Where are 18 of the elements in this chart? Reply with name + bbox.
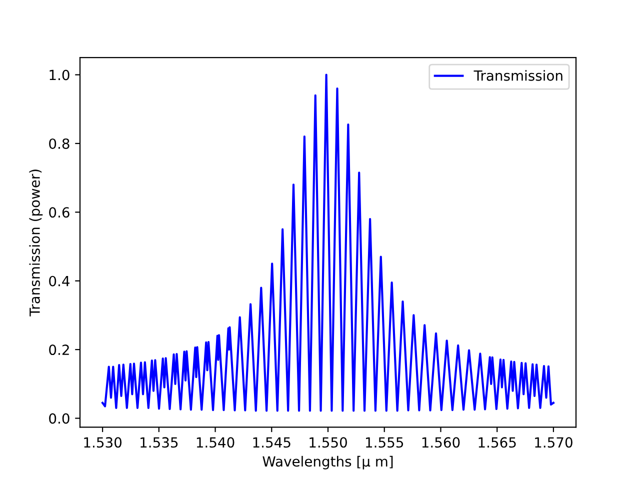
y-tick-label: 0.4 — [49, 276, 70, 286]
y-axis-title: Transmission (power) — [29, 170, 43, 316]
y-tick-label: 0.0 — [49, 413, 70, 424]
x-tick-label: 1.535 — [140, 437, 178, 448]
x-tick-label: 1.540 — [196, 437, 234, 448]
y-tick-label: 1.0 — [50, 70, 70, 80]
x-tick-label: 1.530 — [84, 437, 122, 448]
y-tick-label: 0.8 — [49, 138, 70, 149]
y-tick-label: 0.6 — [49, 207, 70, 218]
legend-label: Transmission — [474, 70, 562, 81]
y-tick-label: 0.2 — [49, 344, 69, 356]
x-tick-label: 1.545 — [253, 437, 290, 448]
x-tick-label: 1.565 — [478, 437, 516, 448]
x-tick-label: 1.560 — [422, 437, 460, 448]
x-axis-title: Wavelengths [μ m] — [262, 456, 393, 470]
x-tick-label: 1.555 — [366, 437, 404, 448]
x-tick-label: 1.570 — [535, 437, 572, 448]
x-tick-label: 1.550 — [310, 437, 347, 448]
